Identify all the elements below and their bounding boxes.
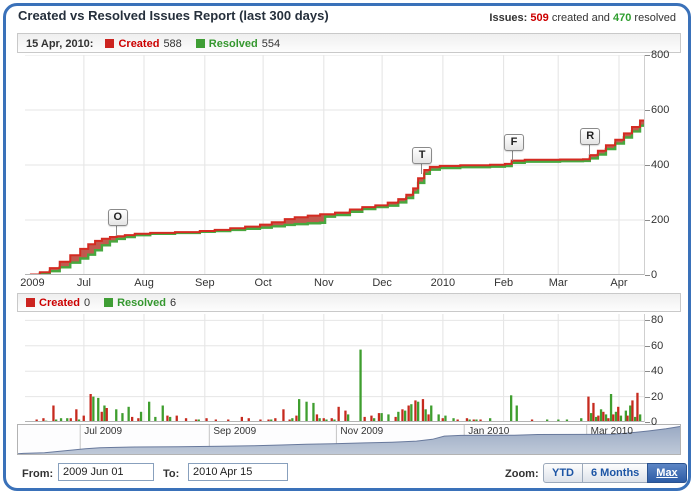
created-legend-value: 588 [163, 38, 182, 50]
y-axis-tick [645, 275, 650, 276]
issues-label: Issues: [489, 12, 528, 24]
y-axis-label: 400 [651, 159, 670, 171]
resolved-legend-label[interactable]: Resolved [208, 38, 258, 50]
cumulative-issues-chart[interactable] [25, 55, 645, 275]
x-axis-label: 2010 [430, 277, 456, 289]
bar-y-axis-label: 0 [651, 416, 658, 428]
flag-stem [588, 143, 590, 156]
x-axis-label: Oct [254, 277, 272, 289]
bar-y-axis-tick [645, 371, 650, 373]
bar-y-axis-label: 40 [651, 365, 664, 378]
resolved-swatch-icon [195, 39, 205, 48]
x-axis-label: Apr [610, 277, 628, 289]
event-flag-r[interactable]: R [580, 128, 601, 146]
zoom-ytd-button[interactable]: YTD [543, 463, 583, 483]
created-legend-label[interactable]: Created [118, 38, 160, 50]
issues-summary: Issues: 509 created and 470 resolved [489, 12, 676, 24]
event-flag-t[interactable]: T [412, 147, 433, 165]
issues-resolved-count: 470 [613, 12, 632, 24]
bar-y-axis-label: 20 [651, 390, 664, 403]
event-flag-o[interactable]: O [107, 209, 128, 227]
resolved-legend-value: 554 [261, 38, 281, 50]
y-axis-label: 0 [651, 269, 658, 281]
zoom-button-group: YTD 6 Months Max [543, 463, 687, 483]
bar-y-axis-tick [645, 320, 650, 322]
created-legend-label[interactable]: Created [39, 297, 80, 309]
to-label: To: [163, 468, 180, 480]
bar-y-axis-tick [645, 396, 650, 398]
navigator-label: Mar 2010 [590, 426, 633, 437]
x-axis-label: 2009 [20, 277, 45, 289]
created-swatch-icon [26, 298, 35, 307]
issues-resolved-word: resolved [634, 12, 676, 24]
bar-y-axis-tick [645, 345, 650, 347]
resolved-legend-value: 6 [170, 297, 177, 309]
navigator-label: Jan 2010 [468, 426, 510, 437]
y-axis-tick [645, 55, 650, 56]
created-legend-value: 0 [83, 297, 91, 309]
page-title: Created vs Resolved Issues Report (last … [18, 8, 329, 23]
from-label: From: [22, 468, 54, 480]
event-flag-f[interactable]: F [503, 133, 524, 151]
x-axis-label: Feb [494, 277, 514, 289]
x-axis-label: Mar [548, 277, 568, 289]
from-date-input[interactable] [58, 463, 154, 481]
x-axis-label: Jul [76, 277, 91, 289]
x-axis-label: Dec [372, 277, 392, 289]
zoom-max-button[interactable]: Max [647, 463, 687, 483]
bar-y-axis-label: 60 [651, 339, 664, 352]
flag-stem [116, 224, 118, 237]
navigator-label: Sep 2009 [213, 426, 257, 437]
daily-issues-bar-chart[interactable] [25, 314, 645, 422]
y-axis-label: 200 [651, 214, 670, 226]
issues-created-word: created and [551, 12, 610, 24]
issues-created-count: 509 [530, 12, 549, 24]
to-date-input[interactable] [188, 463, 288, 481]
top-chart-legend: 15 Apr, 2010: Created 588 Resolved 554 [17, 33, 681, 53]
resolved-swatch-icon [104, 298, 114, 307]
zoom-6months-button[interactable]: 6 Months [582, 463, 649, 483]
range-navigator[interactable] [17, 424, 681, 455]
bottom-chart-legend: Created 0 Resolved 6 [17, 293, 681, 312]
y-axis-label: 800 [651, 49, 670, 61]
zoom-label: Zoom: [505, 468, 539, 480]
navigator-label: Nov 2009 [340, 426, 384, 437]
flag-stem [420, 162, 422, 175]
resolved-legend-label[interactable]: Resolved [117, 297, 167, 309]
navigator-label: Jul 2009 [84, 426, 123, 437]
navigator-area-chart[interactable] [17, 425, 681, 455]
x-axis-label: Nov [314, 277, 334, 289]
y-axis-label: 600 [651, 104, 670, 116]
y-axis-tick [645, 110, 650, 111]
x-axis-label: Sep [195, 277, 215, 289]
report-panel-border [3, 3, 691, 491]
y-axis-tick [645, 165, 650, 166]
tooltip-date: 15 Apr, 2010: [26, 38, 94, 50]
bar-y-axis-tick [645, 422, 650, 423]
x-axis-label: Aug [134, 277, 154, 289]
y-axis-tick [645, 220, 650, 221]
created-swatch-icon [105, 39, 115, 48]
bar-y-axis-label: 80 [651, 314, 664, 327]
flag-stem [512, 148, 514, 161]
